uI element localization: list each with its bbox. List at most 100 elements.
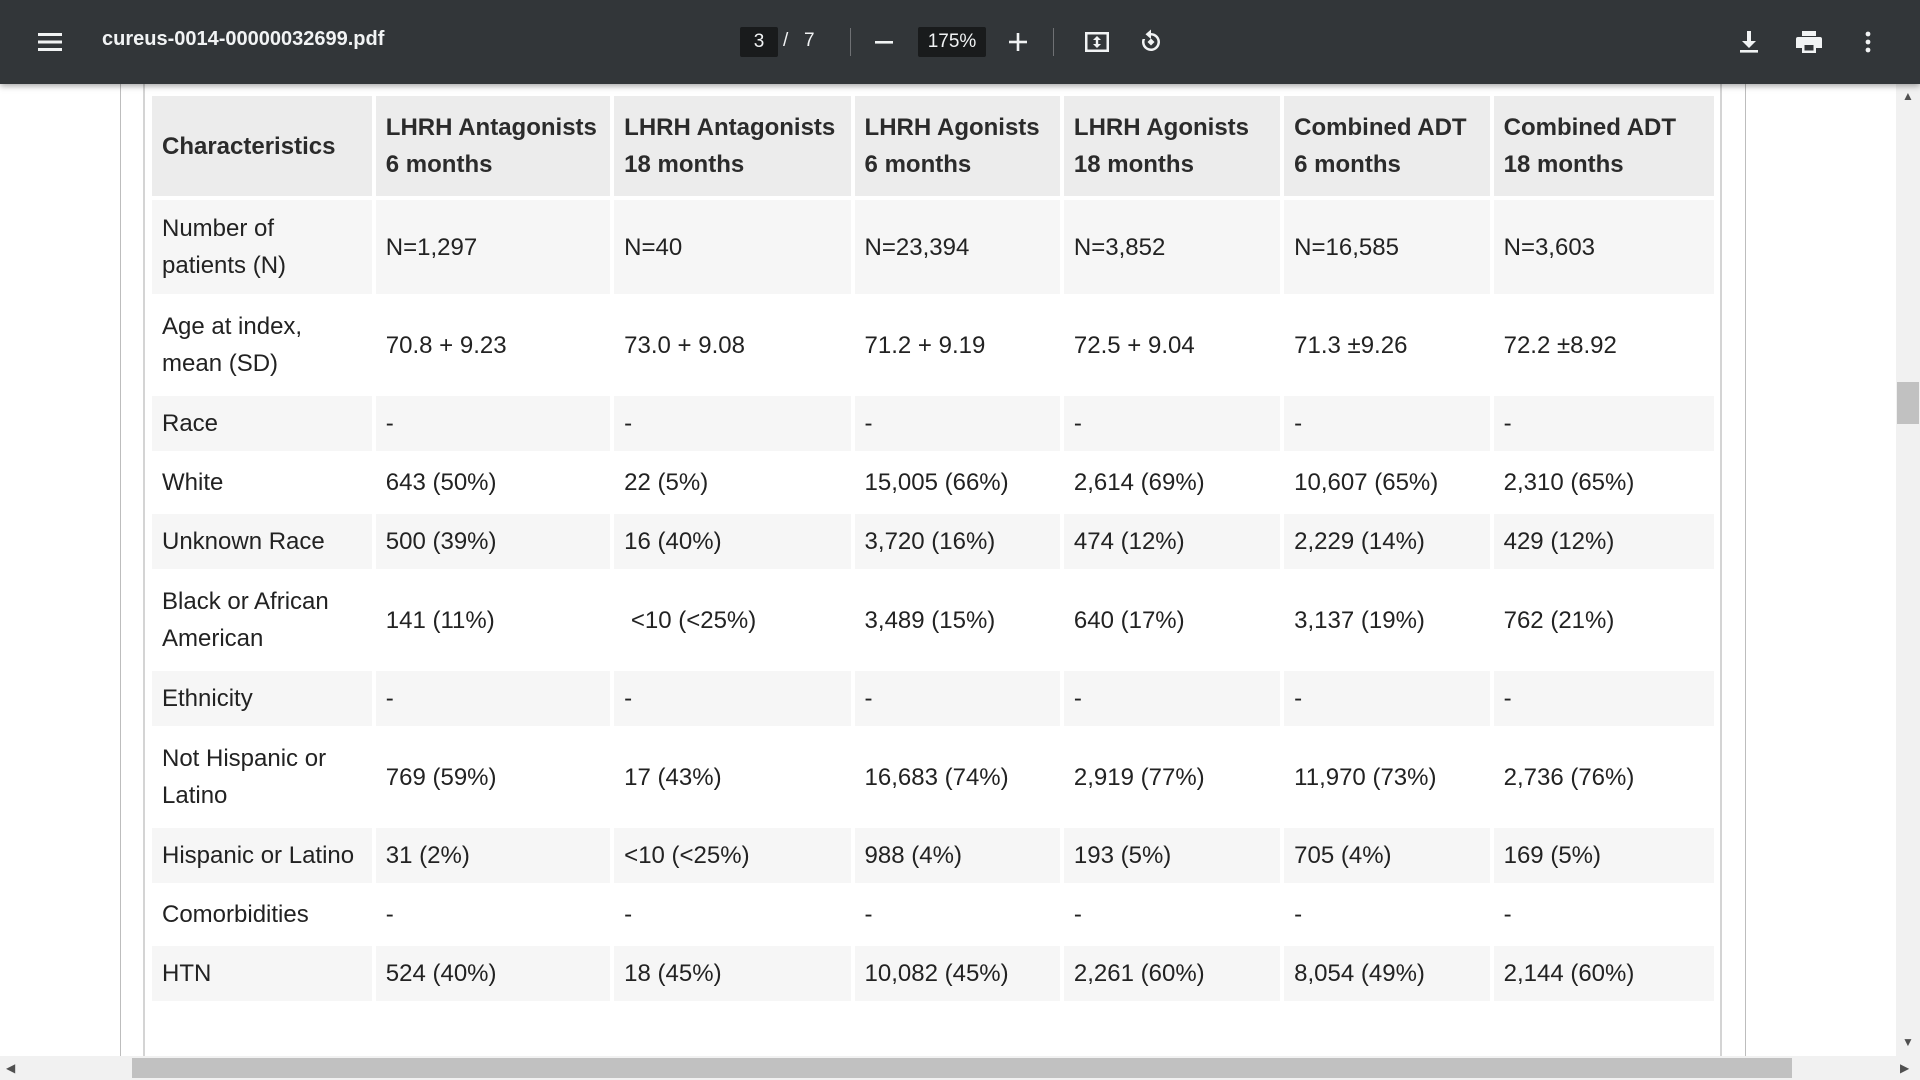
table-cell: 31 (2%)	[375, 828, 611, 883]
table-cell: 2,261 (60%)	[1063, 946, 1281, 1001]
zoom-input[interactable]: 175%	[918, 27, 986, 57]
more-vert-icon	[1865, 31, 1871, 53]
table-cell: 16,683 (74%)	[854, 730, 1060, 824]
print-button[interactable]	[1785, 18, 1833, 66]
scroll-right-arrow-icon[interactable]: ▶	[1900, 1061, 1910, 1075]
rotate-icon	[1141, 29, 1160, 51]
table-cell: 71.2 + 9.19	[854, 298, 1060, 392]
table-cell: 193 (5%)	[1063, 828, 1281, 883]
table-row: Hispanic or Latino 31 (2%) <10 (<25%) 98…	[152, 828, 1714, 883]
table-cell: Black or African American	[152, 573, 372, 667]
scroll-left-arrow-icon[interactable]: ◀	[6, 1061, 16, 1075]
table-cell: 429 (12%)	[1493, 514, 1714, 569]
table-cell: N=3,852	[1063, 200, 1281, 294]
table-cell: 16 (40%)	[614, 514, 851, 569]
table-cell: N=3,603	[1493, 200, 1714, 294]
vertical-scroll-thumb[interactable]	[1897, 382, 1919, 424]
table-cell: 643 (50%)	[375, 455, 611, 510]
table-cell: N=23,394	[854, 200, 1060, 294]
table-cell: -	[1284, 671, 1490, 726]
table-cell: Age at index, mean (SD)	[152, 298, 372, 392]
table-cell: 2,229 (14%)	[1284, 514, 1490, 569]
table-cell: 15,005 (66%)	[854, 455, 1060, 510]
table-cell: 2,310 (65%)	[1493, 455, 1714, 510]
table-cell: HTN	[152, 946, 372, 1001]
table-cell: -	[1284, 396, 1490, 451]
table-header-cell: Combined ADT 18 months	[1493, 96, 1714, 196]
table-row: Unknown Race 500 (39%) 16 (40%) 3,720 (1…	[152, 514, 1714, 569]
table-header-cell: LHRH Antagonists 6 months	[375, 96, 611, 196]
table-cell: <10 (<25%)	[614, 828, 851, 883]
table-cell: 22 (5%)	[614, 455, 851, 510]
table-cell: -	[1493, 396, 1714, 451]
table-cell: Race	[152, 396, 372, 451]
zoom-out-button[interactable]	[860, 18, 908, 66]
table-row: Race - - - - - -	[152, 396, 1714, 451]
table-cell: <10 (<25%)	[614, 573, 851, 667]
table-cell: 18 (45%)	[614, 946, 851, 1001]
table-row: Number of patients (N) N=1,297 N=40 N=23…	[152, 200, 1714, 294]
total-pages: 7	[804, 30, 815, 51]
table-cell: -	[614, 887, 851, 942]
table-cell: 2,614 (69%)	[1063, 455, 1281, 510]
zoom-in-button[interactable]	[994, 18, 1042, 66]
file-title: cureus-0014-00000032699.pdf	[102, 28, 385, 50]
table-row: White 643 (50%) 22 (5%) 15,005 (66%) 2,6…	[152, 455, 1714, 510]
vertical-scrollbar[interactable]	[1896, 84, 1920, 1056]
table-cell: 3,489 (15%)	[854, 573, 1060, 667]
table-cell: 169 (5%)	[1493, 828, 1714, 883]
table-row: Not Hispanic or Latino 769 (59%) 17 (43%…	[152, 730, 1714, 824]
table-row: HTN 524 (40%) 18 (45%) 10,082 (45%) 2,26…	[152, 946, 1714, 1001]
table-cell: -	[854, 887, 1060, 942]
table-cell: 705 (4%)	[1284, 828, 1490, 883]
table-cell: 17 (43%)	[614, 730, 851, 824]
rotate-button[interactable]	[1127, 18, 1175, 66]
table-cell: 3,720 (16%)	[854, 514, 1060, 569]
scroll-down-arrow-icon[interactable]: ▼	[1902, 1035, 1914, 1049]
table-cell: 2,736 (76%)	[1493, 730, 1714, 824]
menu-icon[interactable]	[26, 18, 74, 66]
fit-page-button[interactable]	[1073, 18, 1121, 66]
minus-icon	[875, 41, 893, 44]
table-cell: 2,919 (77%)	[1063, 730, 1281, 824]
horizontal-scroll-thumb[interactable]	[132, 1058, 1792, 1078]
table-cell: 640 (17%)	[1063, 573, 1281, 667]
table-cell: 988 (4%)	[854, 828, 1060, 883]
pdf-toolbar: cureus-0014-00000032699.pdf 3 / 7 175%	[0, 0, 1920, 84]
table-cell: 2,144 (60%)	[1493, 946, 1714, 1001]
table-cell: 500 (39%)	[375, 514, 611, 569]
scroll-up-arrow-icon[interactable]: ▲	[1902, 89, 1914, 103]
table-header-cell: Characteristics	[152, 96, 372, 196]
table-cell: -	[1493, 887, 1714, 942]
table-frame	[1720, 84, 1722, 1056]
table-cell: 71.3 ±9.26	[1284, 298, 1490, 392]
table-cell: 70.8 + 9.23	[375, 298, 611, 392]
table-cell: N=1,297	[375, 200, 611, 294]
table-row: Ethnicity - - - - - -	[152, 671, 1714, 726]
print-icon	[1796, 31, 1822, 53]
more-options-button[interactable]	[1844, 18, 1892, 66]
table-frame	[143, 84, 145, 1056]
table-cell: -	[1063, 887, 1281, 942]
table-cell: 762 (21%)	[1493, 573, 1714, 667]
table-row: Black or African American 141 (11%) <10 …	[152, 573, 1714, 667]
page-edge	[1745, 84, 1746, 1056]
table-cell: -	[375, 396, 611, 451]
table-cell: -	[375, 887, 611, 942]
table-cell: 769 (59%)	[375, 730, 611, 824]
table-header-cell: Combined ADT 6 months	[1284, 96, 1490, 196]
table-cell: 524 (40%)	[375, 946, 611, 1001]
table-row: Age at index, mean (SD) 70.8 + 9.23 73.0…	[152, 298, 1714, 392]
toolbar-divider	[850, 28, 851, 56]
plus-icon	[1009, 33, 1027, 51]
download-button[interactable]	[1725, 18, 1773, 66]
download-icon	[1740, 31, 1758, 53]
table-cell: 474 (12%)	[1063, 514, 1281, 569]
table-cell: Comorbidities	[152, 887, 372, 942]
table-header-cell: LHRH Agonists 6 months	[854, 96, 1060, 196]
page-number-input[interactable]: 3	[740, 27, 778, 57]
table-cell: -	[854, 671, 1060, 726]
page-separator: /	[783, 30, 789, 51]
table-cell: Hispanic or Latino	[152, 828, 372, 883]
table-cell: -	[1063, 671, 1281, 726]
